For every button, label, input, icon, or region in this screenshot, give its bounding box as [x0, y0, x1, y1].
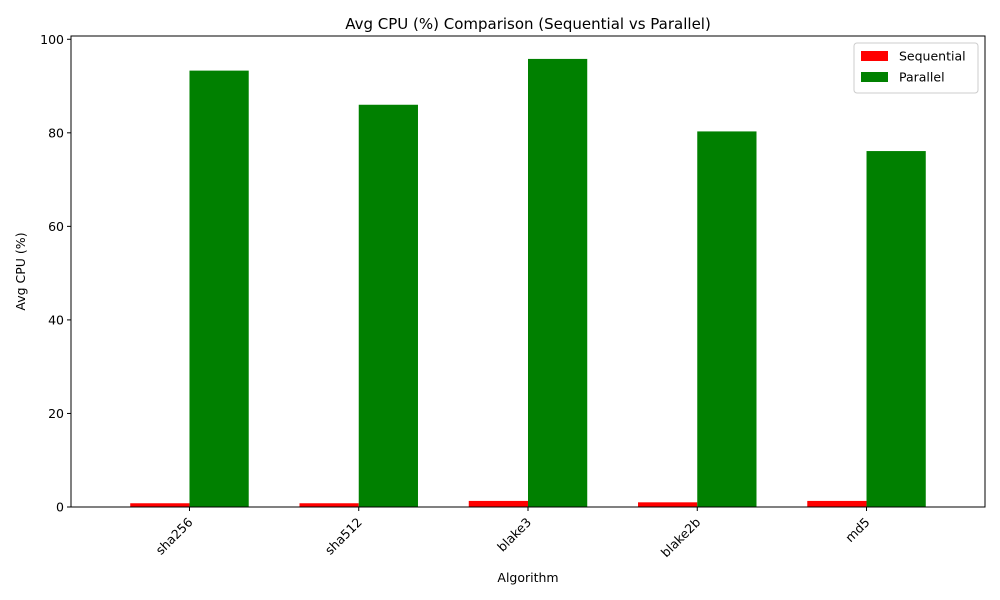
legend-label-sequential: Sequential	[899, 49, 966, 64]
bar-sequential-blake3	[468, 500, 528, 507]
x-axis-label: Algorithm	[497, 570, 558, 585]
bars-group	[130, 58, 926, 508]
x-tick-label-sha256: sha256	[152, 514, 195, 557]
x-tick-label-sha512: sha512	[322, 515, 365, 558]
x-tick-label-md5: md5	[842, 515, 872, 545]
legend-swatch-parallel	[861, 72, 888, 82]
bar-parallel-blake2b	[697, 131, 757, 508]
legend: Sequential Parallel	[853, 42, 979, 94]
bar-sequential-blake2b	[638, 502, 698, 507]
y-tick-label: 0	[56, 500, 64, 515]
bar-parallel-md5	[866, 151, 926, 507]
y-tick-label: 40	[48, 312, 64, 327]
y-tick-label: 100	[40, 32, 64, 47]
legend-label-parallel: Parallel	[899, 70, 945, 85]
y-tick-label: 60	[48, 219, 64, 234]
y-tick-label: 20	[48, 406, 64, 421]
x-tick-label-blake2b: blake2b	[658, 514, 704, 560]
bar-parallel-sha512	[358, 104, 418, 507]
x-ticks-group: sha256 sha512 blake3 blake2b md5	[152, 507, 873, 560]
bar-parallel-sha256	[189, 70, 249, 507]
bar-sequential-md5	[807, 500, 867, 507]
chart-title: Avg CPU (%) Comparison (Sequential vs Pa…	[345, 15, 711, 33]
x-tick-label-blake3: blake3	[494, 515, 534, 555]
bar-sequential-sha512	[299, 503, 359, 507]
bar-parallel-blake3	[528, 58, 588, 507]
bar-sequential-sha256	[130, 503, 190, 507]
legend-swatch-sequential	[861, 51, 888, 61]
y-axis-label: Avg CPU (%)	[13, 232, 28, 310]
y-tick-label: 80	[48, 125, 64, 140]
y-ticks-group: 0 20 40 60 80 100	[40, 32, 71, 515]
